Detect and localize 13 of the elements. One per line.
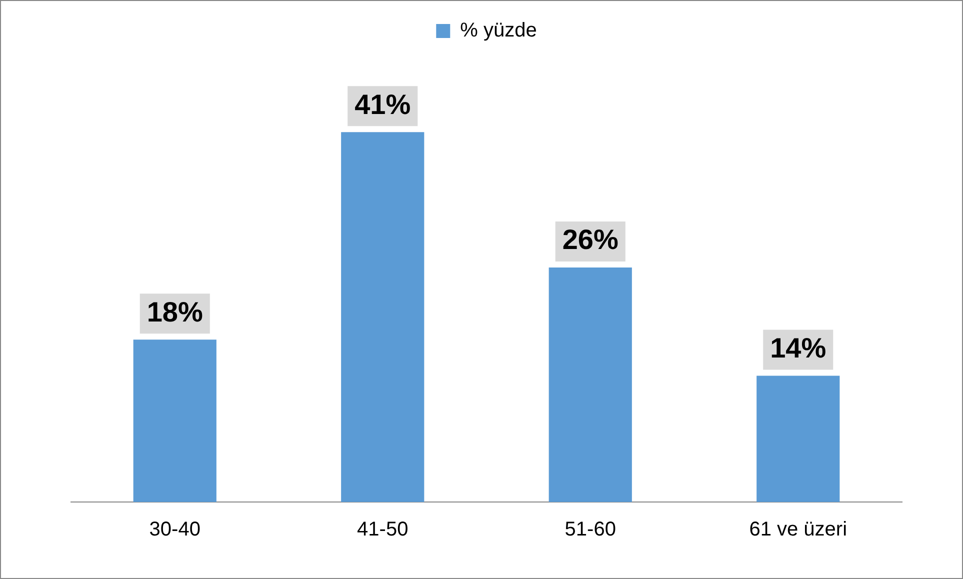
bar — [548, 267, 632, 502]
data-label: 18% — [146, 296, 203, 328]
x-tick-label: 61 ve üzeri — [749, 518, 848, 541]
x-tick-label: 41-50 — [357, 518, 408, 541]
data-label: 14% — [770, 332, 826, 364]
data-label: 41% — [354, 88, 411, 120]
bar — [133, 340, 216, 502]
data-label: 26% — [562, 224, 618, 256]
bar — [341, 132, 424, 502]
bar — [756, 376, 840, 502]
legend-label: % yüzde — [460, 20, 537, 42]
x-tick-label: 30-40 — [149, 518, 200, 541]
x-tick-label: 51-60 — [564, 518, 616, 541]
